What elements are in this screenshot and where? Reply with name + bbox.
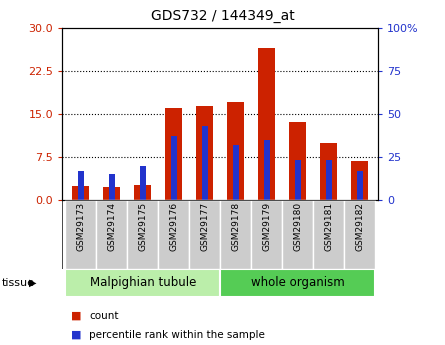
- Bar: [251, 200, 282, 269]
- Text: GSM29182: GSM29182: [355, 202, 364, 251]
- Bar: [313, 200, 344, 269]
- Bar: [171, 136, 177, 200]
- Text: whole organism: whole organism: [251, 276, 344, 289]
- Text: GDS732 / 144349_at: GDS732 / 144349_at: [150, 9, 295, 23]
- Bar: [158, 200, 189, 269]
- Bar: [263, 140, 270, 200]
- Text: GSM29175: GSM29175: [138, 202, 147, 251]
- Bar: [282, 200, 313, 269]
- Bar: [220, 269, 375, 297]
- Text: GSM29176: GSM29176: [169, 202, 178, 251]
- Text: GSM29179: GSM29179: [262, 202, 271, 251]
- Bar: [165, 108, 182, 200]
- Bar: [127, 200, 158, 269]
- Bar: [356, 171, 363, 200]
- Bar: [295, 160, 301, 200]
- Bar: [258, 48, 275, 200]
- Bar: [134, 185, 151, 200]
- Text: GSM29177: GSM29177: [200, 202, 209, 251]
- Bar: [351, 161, 368, 200]
- Bar: [78, 171, 84, 200]
- Bar: [65, 269, 220, 297]
- Text: percentile rank within the sample: percentile rank within the sample: [89, 330, 265, 339]
- Bar: [65, 200, 97, 269]
- Bar: [220, 200, 251, 269]
- Bar: [189, 200, 220, 269]
- Text: GSM29178: GSM29178: [231, 202, 240, 251]
- Bar: [289, 122, 306, 200]
- Text: ▶: ▶: [29, 278, 36, 288]
- Text: count: count: [89, 311, 118, 321]
- Text: Malpighian tubule: Malpighian tubule: [89, 276, 196, 289]
- Bar: [140, 166, 146, 200]
- Text: tissue: tissue: [2, 278, 35, 288]
- Text: ■: ■: [71, 311, 82, 321]
- Bar: [320, 142, 337, 200]
- Bar: [109, 174, 115, 200]
- Text: ■: ■: [71, 330, 82, 339]
- Bar: [196, 106, 213, 200]
- Bar: [227, 102, 244, 200]
- Text: GSM29181: GSM29181: [324, 202, 333, 251]
- Bar: [326, 160, 332, 200]
- Text: GSM29174: GSM29174: [107, 202, 116, 251]
- Text: GSM29173: GSM29173: [77, 202, 85, 251]
- Bar: [344, 200, 375, 269]
- Bar: [202, 126, 208, 200]
- Bar: [73, 186, 89, 200]
- Bar: [233, 145, 239, 200]
- Bar: [103, 187, 121, 200]
- Text: GSM29180: GSM29180: [293, 202, 302, 251]
- Bar: [97, 200, 127, 269]
